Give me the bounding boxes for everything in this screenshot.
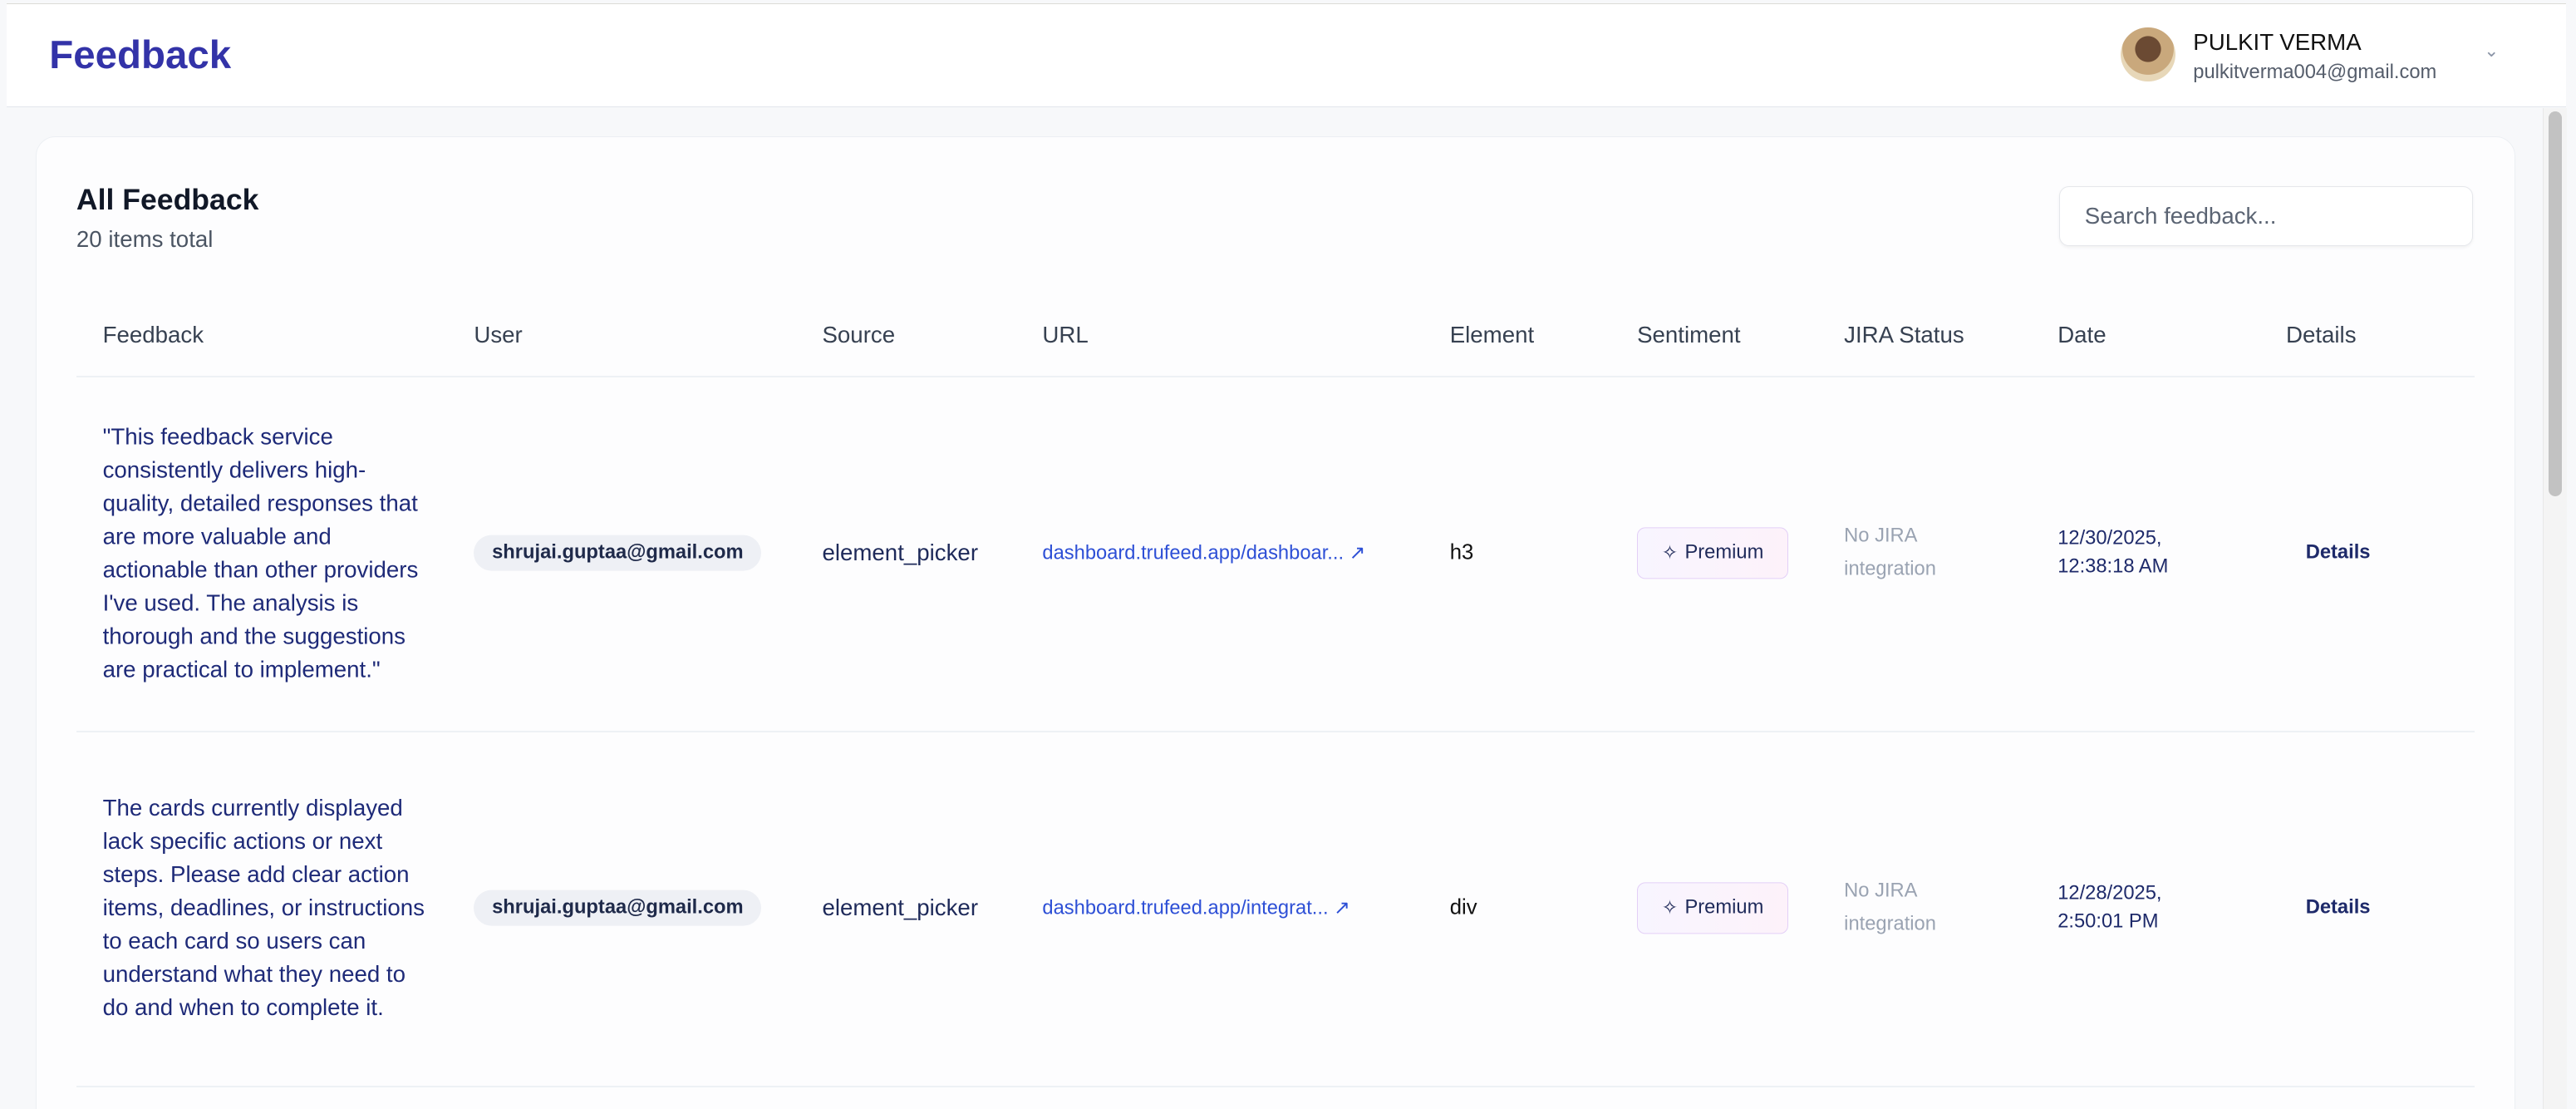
column-header-element: Element xyxy=(1449,321,1535,347)
top-bar: Feedback PULKIT VERMA pulkitverma004@gma… xyxy=(6,2,2567,107)
sentiment-badge: ✧ Premium xyxy=(1637,527,1788,579)
user-pill: shrujai.guptaa@gmail.com xyxy=(474,890,762,926)
sentiment-badge: ✧ Premium xyxy=(1637,882,1788,934)
item-count: 20 items total xyxy=(76,225,214,252)
table-row: "This feedback service consistently deli… xyxy=(37,376,2514,731)
user-email[interactable]: pulkitverma004@gmail.com xyxy=(2193,62,2437,84)
url-text: dashboard.trufeed.app/dashboar... xyxy=(1042,542,1345,564)
jira-status: No JIRA integration xyxy=(1844,525,1936,580)
divider xyxy=(76,1085,2475,1087)
url-link[interactable]: dashboard.trufeed.app/dashboar... ↗ xyxy=(1042,541,1365,565)
divider xyxy=(76,375,2475,377)
column-header-feedback: Feedback xyxy=(102,321,204,347)
external-link-icon: ↗ xyxy=(1349,542,1366,564)
feedback-text: The cards currently displayed lack speci… xyxy=(102,795,425,1021)
column-header-sentiment: Sentiment xyxy=(1637,321,1741,347)
column-header-jira-status: JIRA Status xyxy=(1844,321,1964,347)
date: 12/30/2025, 12:38:18 AM xyxy=(2057,527,2169,578)
feedback-card: All Feedback 20 items total Feedback Use… xyxy=(36,136,2515,1109)
column-header-url: URL xyxy=(1042,321,1089,347)
search-input[interactable] xyxy=(2059,186,2474,246)
chevron-down-icon[interactable]: ⌄ xyxy=(2484,40,2500,62)
details-button[interactable]: Details xyxy=(2305,896,2371,919)
divider xyxy=(76,730,2475,732)
external-link-icon: ↗ xyxy=(1334,897,1351,919)
avatar[interactable] xyxy=(2121,27,2175,81)
source: element_picker xyxy=(822,540,979,566)
table-row: The cards currently displayed lack speci… xyxy=(37,731,2514,1086)
url-text: dashboard.trufeed.app/integrat... xyxy=(1042,897,1329,919)
column-header-details: Details xyxy=(2285,321,2357,347)
element: h3 xyxy=(1449,540,1474,564)
column-header-date: Date xyxy=(2057,321,2107,347)
scrollbar[interactable] xyxy=(2543,108,2568,1109)
sentiment-label: Premium xyxy=(1684,896,1764,919)
url-link[interactable]: dashboard.trufeed.app/integrat... ↗ xyxy=(1042,896,1350,920)
sentiment-label: Premium xyxy=(1684,541,1764,564)
user-pill: shrujai.guptaa@gmail.com xyxy=(474,535,762,571)
source: element_picker xyxy=(822,895,979,921)
details-button[interactable]: Details xyxy=(2305,541,2371,564)
element: div xyxy=(1449,895,1477,919)
feedback-text: "This feedback service consistently deli… xyxy=(102,423,419,683)
page-title: Feedback xyxy=(49,32,232,77)
column-header-user: User xyxy=(474,321,523,347)
sparkle-icon: ✧ xyxy=(1661,897,1679,919)
sparkle-icon: ✧ xyxy=(1661,542,1679,564)
column-header-source: Source xyxy=(822,321,896,347)
user-name[interactable]: PULKIT VERMA xyxy=(2193,28,2362,55)
section-title: All Feedback xyxy=(76,183,259,217)
date: 12/28/2025, 2:50:01 PM xyxy=(2057,882,2162,933)
scrollbar-thumb[interactable] xyxy=(2549,111,2563,497)
jira-status: No JIRA integration xyxy=(1844,880,1936,935)
